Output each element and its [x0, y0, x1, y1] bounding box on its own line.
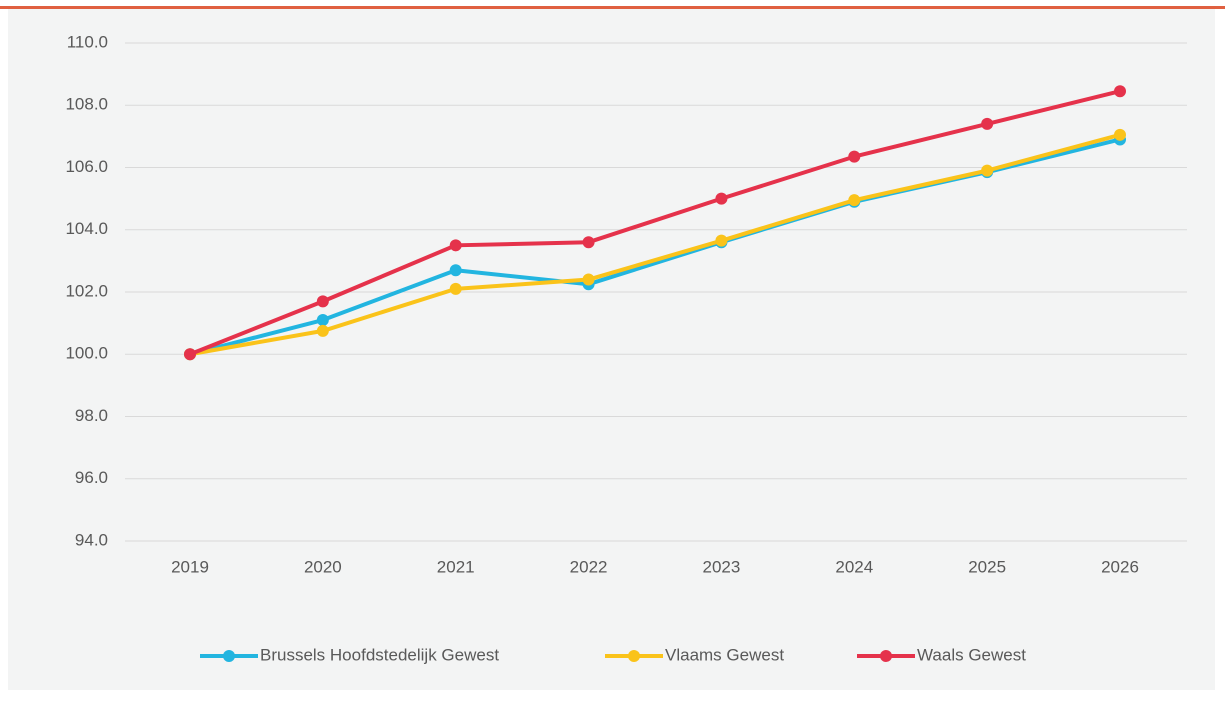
data-point	[1114, 85, 1126, 98]
y-tick-label: 94.0	[75, 530, 108, 549]
data-point	[848, 150, 861, 163]
data-point	[316, 314, 329, 327]
data-point	[449, 239, 462, 252]
series-line	[189, 132, 1121, 357]
x-tick-label: 2022	[570, 557, 608, 576]
y-tick-label: 108.0	[65, 95, 108, 114]
legend-label: Brussels Hoofdstedelijk Gewest	[260, 645, 499, 664]
data-point	[981, 164, 994, 177]
x-tick-label: 2024	[835, 557, 873, 576]
data-point	[1114, 128, 1126, 141]
y-tick-label: 104.0	[65, 219, 108, 238]
legend-marker	[880, 650, 892, 662]
x-tick-label: 2023	[703, 557, 741, 576]
y-tick-label: 96.0	[75, 468, 108, 487]
data-point	[316, 295, 329, 308]
data-point	[848, 194, 861, 207]
data-point	[715, 192, 728, 205]
x-tick-label: 2025	[968, 557, 1006, 576]
x-tick-label: 2026	[1101, 557, 1139, 576]
x-tick-label: 2020	[304, 557, 342, 576]
data-point	[316, 324, 329, 337]
legend-label: Vlaams Gewest	[665, 645, 784, 664]
data-point	[184, 348, 196, 361]
series-line	[189, 89, 1121, 357]
data-point	[715, 234, 728, 247]
y-tick-label: 98.0	[75, 406, 108, 425]
data-point	[449, 264, 462, 277]
legend-marker	[223, 650, 235, 662]
y-tick-label: 102.0	[65, 281, 108, 300]
y-tick-label: 100.0	[65, 344, 108, 363]
data-point	[449, 282, 462, 295]
data-point	[582, 236, 595, 249]
legend-marker	[628, 650, 640, 662]
legend-label: Waals Gewest	[917, 645, 1026, 664]
y-tick-label: 110.0	[67, 32, 108, 51]
data-point	[981, 117, 994, 130]
header-border	[0, 6, 1225, 9]
x-tick-label: 2019	[171, 557, 209, 576]
x-tick-label: 2021	[437, 557, 475, 576]
y-tick-label: 106.0	[65, 157, 108, 176]
data-point	[582, 273, 595, 286]
